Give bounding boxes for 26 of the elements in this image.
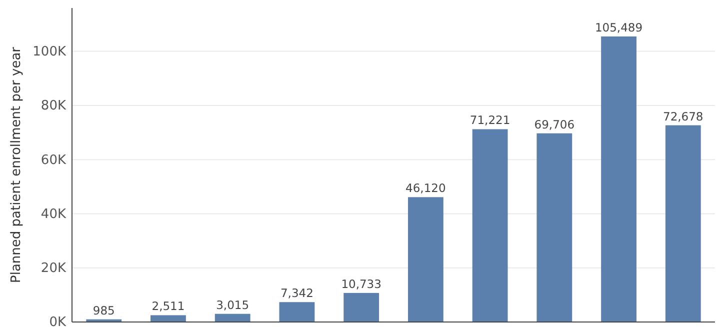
y-tick-label: 0K <box>49 315 66 327</box>
data-label: 69,706 <box>534 117 575 132</box>
bar <box>150 315 186 322</box>
bar <box>214 314 250 322</box>
data-label: 71,221 <box>470 113 510 128</box>
y-tick-label: 60K <box>40 152 66 168</box>
data-label: 7,342 <box>280 286 314 300</box>
bar <box>279 302 315 322</box>
bar <box>665 125 701 322</box>
y-tick-label: 20K <box>40 261 66 276</box>
data-label: 46,120 <box>406 181 446 196</box>
data-label: 985 <box>92 303 115 318</box>
data-label: 105,489 <box>594 20 643 34</box>
bar <box>601 36 636 322</box>
y-axis-title: Planned patient enrollment per year <box>9 46 24 284</box>
bar <box>344 292 380 322</box>
y-tick-label: 100K <box>32 44 66 60</box>
bar <box>408 197 444 322</box>
bar <box>536 133 572 322</box>
data-label: 2,511 <box>152 299 185 314</box>
data-label: 10,733 <box>341 276 382 291</box>
bar <box>472 129 508 322</box>
y-tick-label: 40K <box>40 206 66 222</box>
data-label: 72,678 <box>663 109 704 124</box>
y-tick-label: 80K <box>40 98 66 114</box>
data-label: 3,015 <box>216 298 250 312</box>
